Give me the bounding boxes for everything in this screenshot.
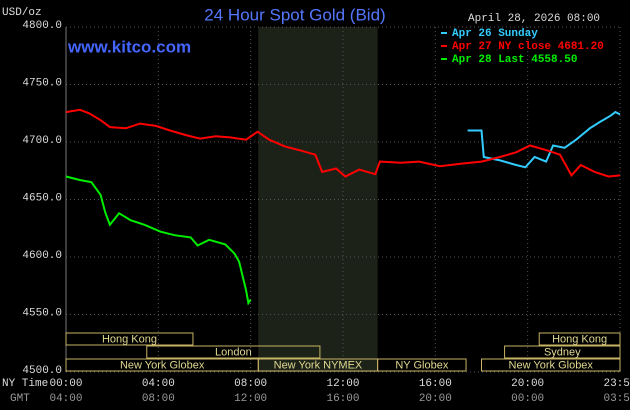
legend-label: Apr 27 NY close 4681.20: [452, 41, 604, 53]
website: www.kitco.com: [67, 37, 191, 56]
session-label: London: [215, 346, 252, 358]
session-label: New York NYMEX: [274, 359, 363, 371]
y-axis-label: USD/oz: [2, 7, 42, 19]
session-label: Hong Kong: [102, 333, 157, 345]
legend-label: Apr 28 Last 4558.50: [452, 54, 577, 66]
y-tick-label: 4550.0: [22, 307, 62, 319]
timestamp: April 28, 2026 08:00: [468, 13, 600, 25]
session-label: Hong Kong: [552, 333, 607, 345]
x-tick-label: 08:00: [234, 378, 267, 390]
x2-tick-label: 12:00: [234, 393, 267, 405]
session-box: [65, 332, 194, 346]
chart-title: 24 Hour Spot Gold (Bid): [204, 5, 385, 24]
x2-tick-label: 03:59: [603, 393, 630, 405]
x-tick-label: 04:00: [142, 378, 175, 390]
x-tick-label: 16:00: [419, 378, 452, 390]
x2-axis-label: GMT: [10, 393, 30, 405]
x2-tick-label: 16:00: [326, 393, 359, 405]
price-line: [65, 175, 252, 306]
x2-tick-label: 04:00: [49, 393, 82, 405]
x-axis-label: NY Time: [2, 378, 48, 390]
price-line: [65, 108, 621, 178]
y-tick-label: 4750.0: [22, 77, 62, 89]
x-tick-label: 12:00: [326, 378, 359, 390]
x2-tick-label: 00:00: [511, 393, 544, 405]
session-label: NY Globex: [395, 359, 448, 371]
x2-tick-label: 08:00: [142, 393, 175, 405]
y-tick-label: 4800.0: [22, 20, 62, 32]
x2-tick-label: 20:00: [419, 393, 452, 405]
y-tick-label: 4500.0: [22, 365, 62, 377]
session-shade: [258, 27, 378, 372]
session-box: [504, 345, 621, 359]
session-label: Sydney: [544, 346, 581, 358]
session-box: [377, 358, 467, 372]
y-tick-label: 4700.0: [22, 135, 62, 147]
session-box: [538, 332, 621, 346]
x-tick-label: 23:59: [603, 378, 630, 390]
y-tick-label: 4650.0: [22, 192, 62, 204]
session-box: [481, 358, 621, 372]
session-label: New York Globex: [509, 359, 594, 371]
legend-label: Apr 26 Sunday: [452, 28, 538, 40]
y-tick-label: 4600.0: [22, 250, 62, 262]
session-box: [146, 345, 321, 359]
session-label: New York Globex: [120, 359, 205, 371]
x-tick-label: 00:00: [49, 378, 82, 390]
x-tick-label: 20:00: [511, 378, 544, 390]
